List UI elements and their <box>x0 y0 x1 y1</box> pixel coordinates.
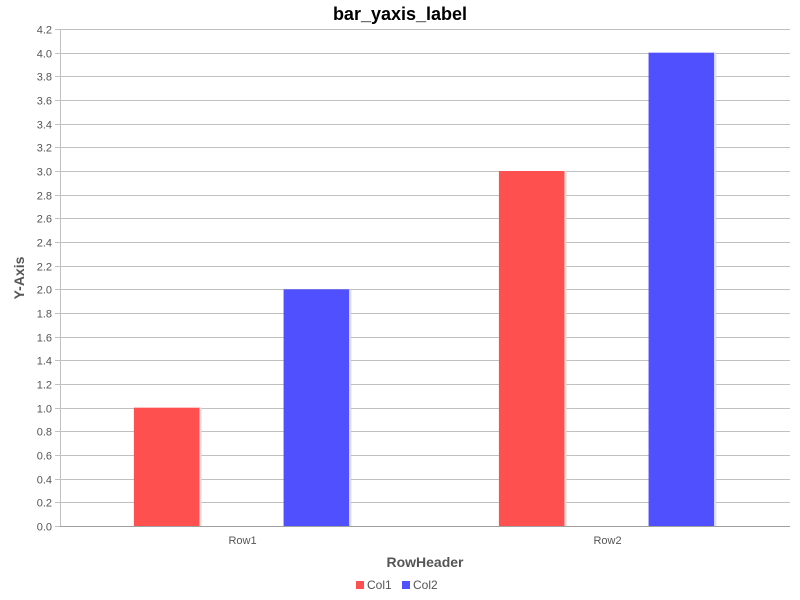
bar-col2-row1 <box>283 289 352 526</box>
y-tick-label: 4.0 <box>37 49 52 61</box>
bar-col1-row1 <box>133 407 202 526</box>
chart-title: bar_yaxis_label <box>333 4 467 24</box>
y-axis-title: Y-Axis <box>11 256 27 299</box>
y-tick-label: 1.8 <box>37 309 52 321</box>
y-tick-label: 3.6 <box>37 96 52 108</box>
legend-swatch-col2 <box>402 581 410 589</box>
y-tick-label: 1.0 <box>37 404 52 416</box>
y-tick-label: 0.4 <box>37 475 52 487</box>
y-tick-label: 3.4 <box>37 120 52 132</box>
y-tick-label: 0.8 <box>37 427 52 439</box>
axes <box>60 29 790 527</box>
y-tick-label: 2.8 <box>37 191 52 203</box>
y-tick-label: 1.2 <box>37 380 52 392</box>
y-tick-labels: 0.0 0.2 0.4 0.6 0.8 1.0 1.2 1.4 1.6 1.8 2.0 2.2 2.4 2… <box>37 25 52 534</box>
legend-label-col1: Col1 <box>367 578 392 592</box>
y-tick-label: 0.6 <box>37 451 52 463</box>
y-tick-label: 3.0 <box>37 167 52 179</box>
legend: Col1 Col2 <box>356 578 438 592</box>
y-tick-label: 0.0 <box>37 522 52 534</box>
y-tick-label: 2.0 <box>37 285 52 297</box>
bar-col1-row2 <box>498 171 567 526</box>
bars <box>133 52 717 527</box>
legend-label-col2: Col2 <box>413 578 438 592</box>
y-tick-label: 2.2 <box>37 262 52 274</box>
x-tick-label: Row2 <box>593 535 621 547</box>
y-tick-label: 3.2 <box>37 143 52 155</box>
y-tick-label: 2.4 <box>37 238 52 250</box>
legend-swatch-col1 <box>356 581 364 589</box>
y-tick-label: 1.4 <box>37 356 52 368</box>
x-tick-label: Row1 <box>228 535 256 547</box>
y-tick-label: 3.8 <box>37 72 52 84</box>
x-tick-labels: Row1 Row2 <box>228 535 621 547</box>
y-tick-label: 1.6 <box>37 333 52 345</box>
x-axis-title: RowHeader <box>386 554 464 570</box>
y-tick-label: 4.2 <box>37 25 52 37</box>
y-tick-label: 0.2 <box>37 498 52 510</box>
bar-col2-row2 <box>648 52 717 527</box>
y-tick-label: 2.6 <box>37 214 52 226</box>
